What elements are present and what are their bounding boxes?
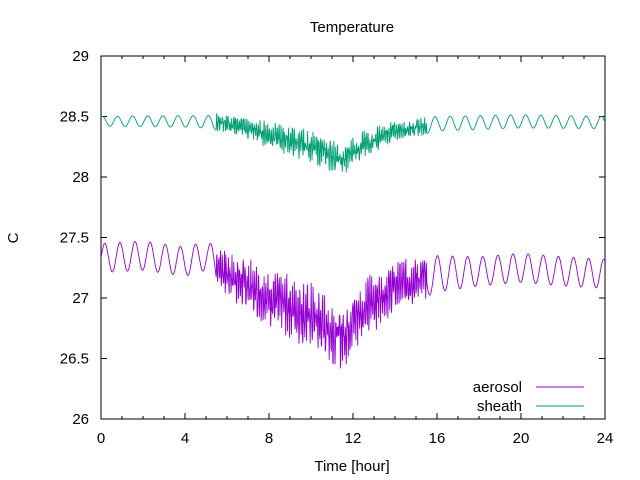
legend-label-aerosol: aerosol [473,379,522,396]
y-axis-label: C [5,232,22,243]
x-tick-label: 8 [265,430,273,447]
x-tick-label: 24 [597,430,614,447]
legend: aerosol sheath [473,379,584,415]
x-tick-label: 20 [513,430,530,447]
x-tick-label: 12 [345,430,362,447]
x-tick-label: 16 [429,430,446,447]
x-tick-label: 4 [181,430,189,447]
series-line-sheath [100,112,606,173]
y-axis: 26 26.5 27 27.5 28 28.5 29 [60,48,605,428]
y-tick-label: 28 [72,169,89,186]
y-tick-label: 27.5 [60,230,89,247]
y-tick-label: 26.5 [60,351,89,368]
chart-title: Temperature [310,19,394,36]
series-line-aerosol [100,241,606,369]
y-tick-label: 28.5 [60,109,89,126]
plot-border [100,55,606,420]
x-axis: 0 4 8 12 16 20 24 [97,56,614,447]
plot-frame [100,55,606,420]
x-axis-label: Time [hour] [314,458,389,475]
y-tick-label: 26 [72,411,89,428]
y-tick-label: 27 [72,290,89,307]
x-tick-label: 0 [97,430,105,447]
legend-label-sheath: sheath [477,398,522,415]
y-tick-label: 29 [72,48,89,65]
series-lines [100,112,606,369]
